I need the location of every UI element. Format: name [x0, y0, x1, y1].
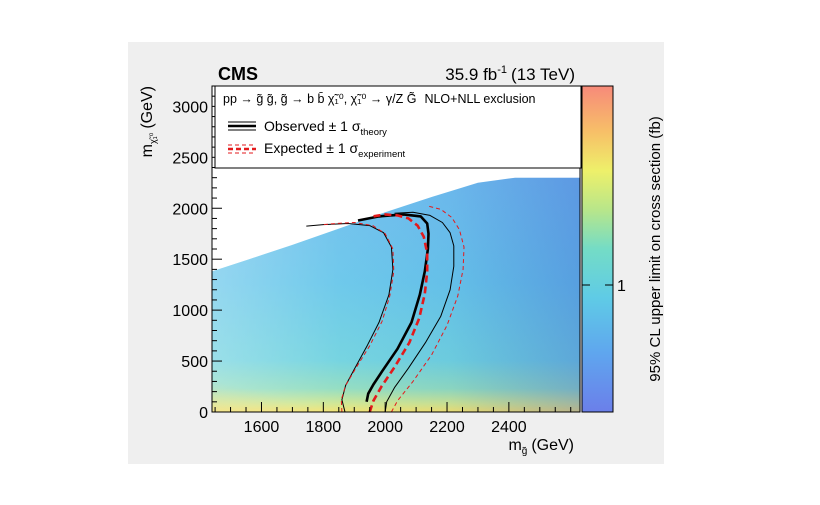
contour-observed-plus — [384, 211, 455, 412]
y-tick-label: 1500 — [172, 252, 208, 269]
y-tick-label: 500 — [181, 354, 208, 371]
x-tick-label: 2200 — [429, 419, 465, 436]
z-axis-label: 95% CL upper limit on cross section (fb) — [647, 116, 664, 381]
x-axis-ticks: 1600 1800 2000 2200 2400 — [214, 402, 572, 436]
contour-observed-central — [357, 213, 430, 403]
x-tick-label: 2400 — [491, 419, 527, 436]
legend-expected: Expected ± 1 σexperiment — [228, 140, 406, 160]
legend-observed: Observed ± 1 σtheory — [228, 118, 387, 138]
legend-process: pp → g̃ g̃, g̃ → b b̄ χ̃₁⁰, χ̃₁⁰ → γ/Z G… — [223, 91, 536, 106]
y-axis-ticks: 0 500 1000 1500 2000 2500 3000 — [172, 85, 222, 422]
contour-expected-central — [368, 213, 429, 412]
x-tick-label: 2000 — [367, 419, 403, 436]
y-tick-label: 3000 — [172, 99, 208, 116]
contour-expected-minus — [323, 222, 395, 412]
experiment-label: CMS — [218, 64, 258, 84]
color-scale-tick-label: 1 — [617, 278, 626, 295]
legend-box — [214, 85, 582, 169]
y-tick-label: 0 — [199, 405, 208, 422]
y-tick-label: 2500 — [172, 150, 208, 167]
x-tick-label: 1800 — [306, 419, 342, 436]
y-axis-label: mχ̃₁⁰(GeV) — [139, 86, 158, 157]
legend-observed-label: Observed ± 1 σtheory — [264, 118, 387, 138]
luminosity-label: 35.9 fb-1 (13 TeV) — [445, 64, 575, 84]
heatmap — [212, 177, 580, 412]
contour-curves — [306, 205, 465, 412]
exclusion-plot: 1600 1800 2000 2200 2400 0 500 1000 1500 2000 250… — [139, 64, 664, 457]
heatmap-hotspot — [212, 370, 362, 412]
x-axis-label: mg̃ (GeV) — [508, 437, 574, 457]
heatmap-tint — [212, 177, 580, 412]
figure-frame: 1600 1800 2000 2200 2400 0 500 1000 1500 2000 250… — [128, 42, 664, 464]
contour-expected-plus — [390, 205, 465, 412]
y-tick-label: 1000 — [172, 303, 208, 320]
legend-expected-label: Expected ± 1 σexperiment — [264, 140, 406, 160]
color-scale-bar — [581, 85, 614, 413]
y-tick-label: 2000 — [172, 201, 208, 218]
x-tick-label: 1600 — [244, 419, 280, 436]
